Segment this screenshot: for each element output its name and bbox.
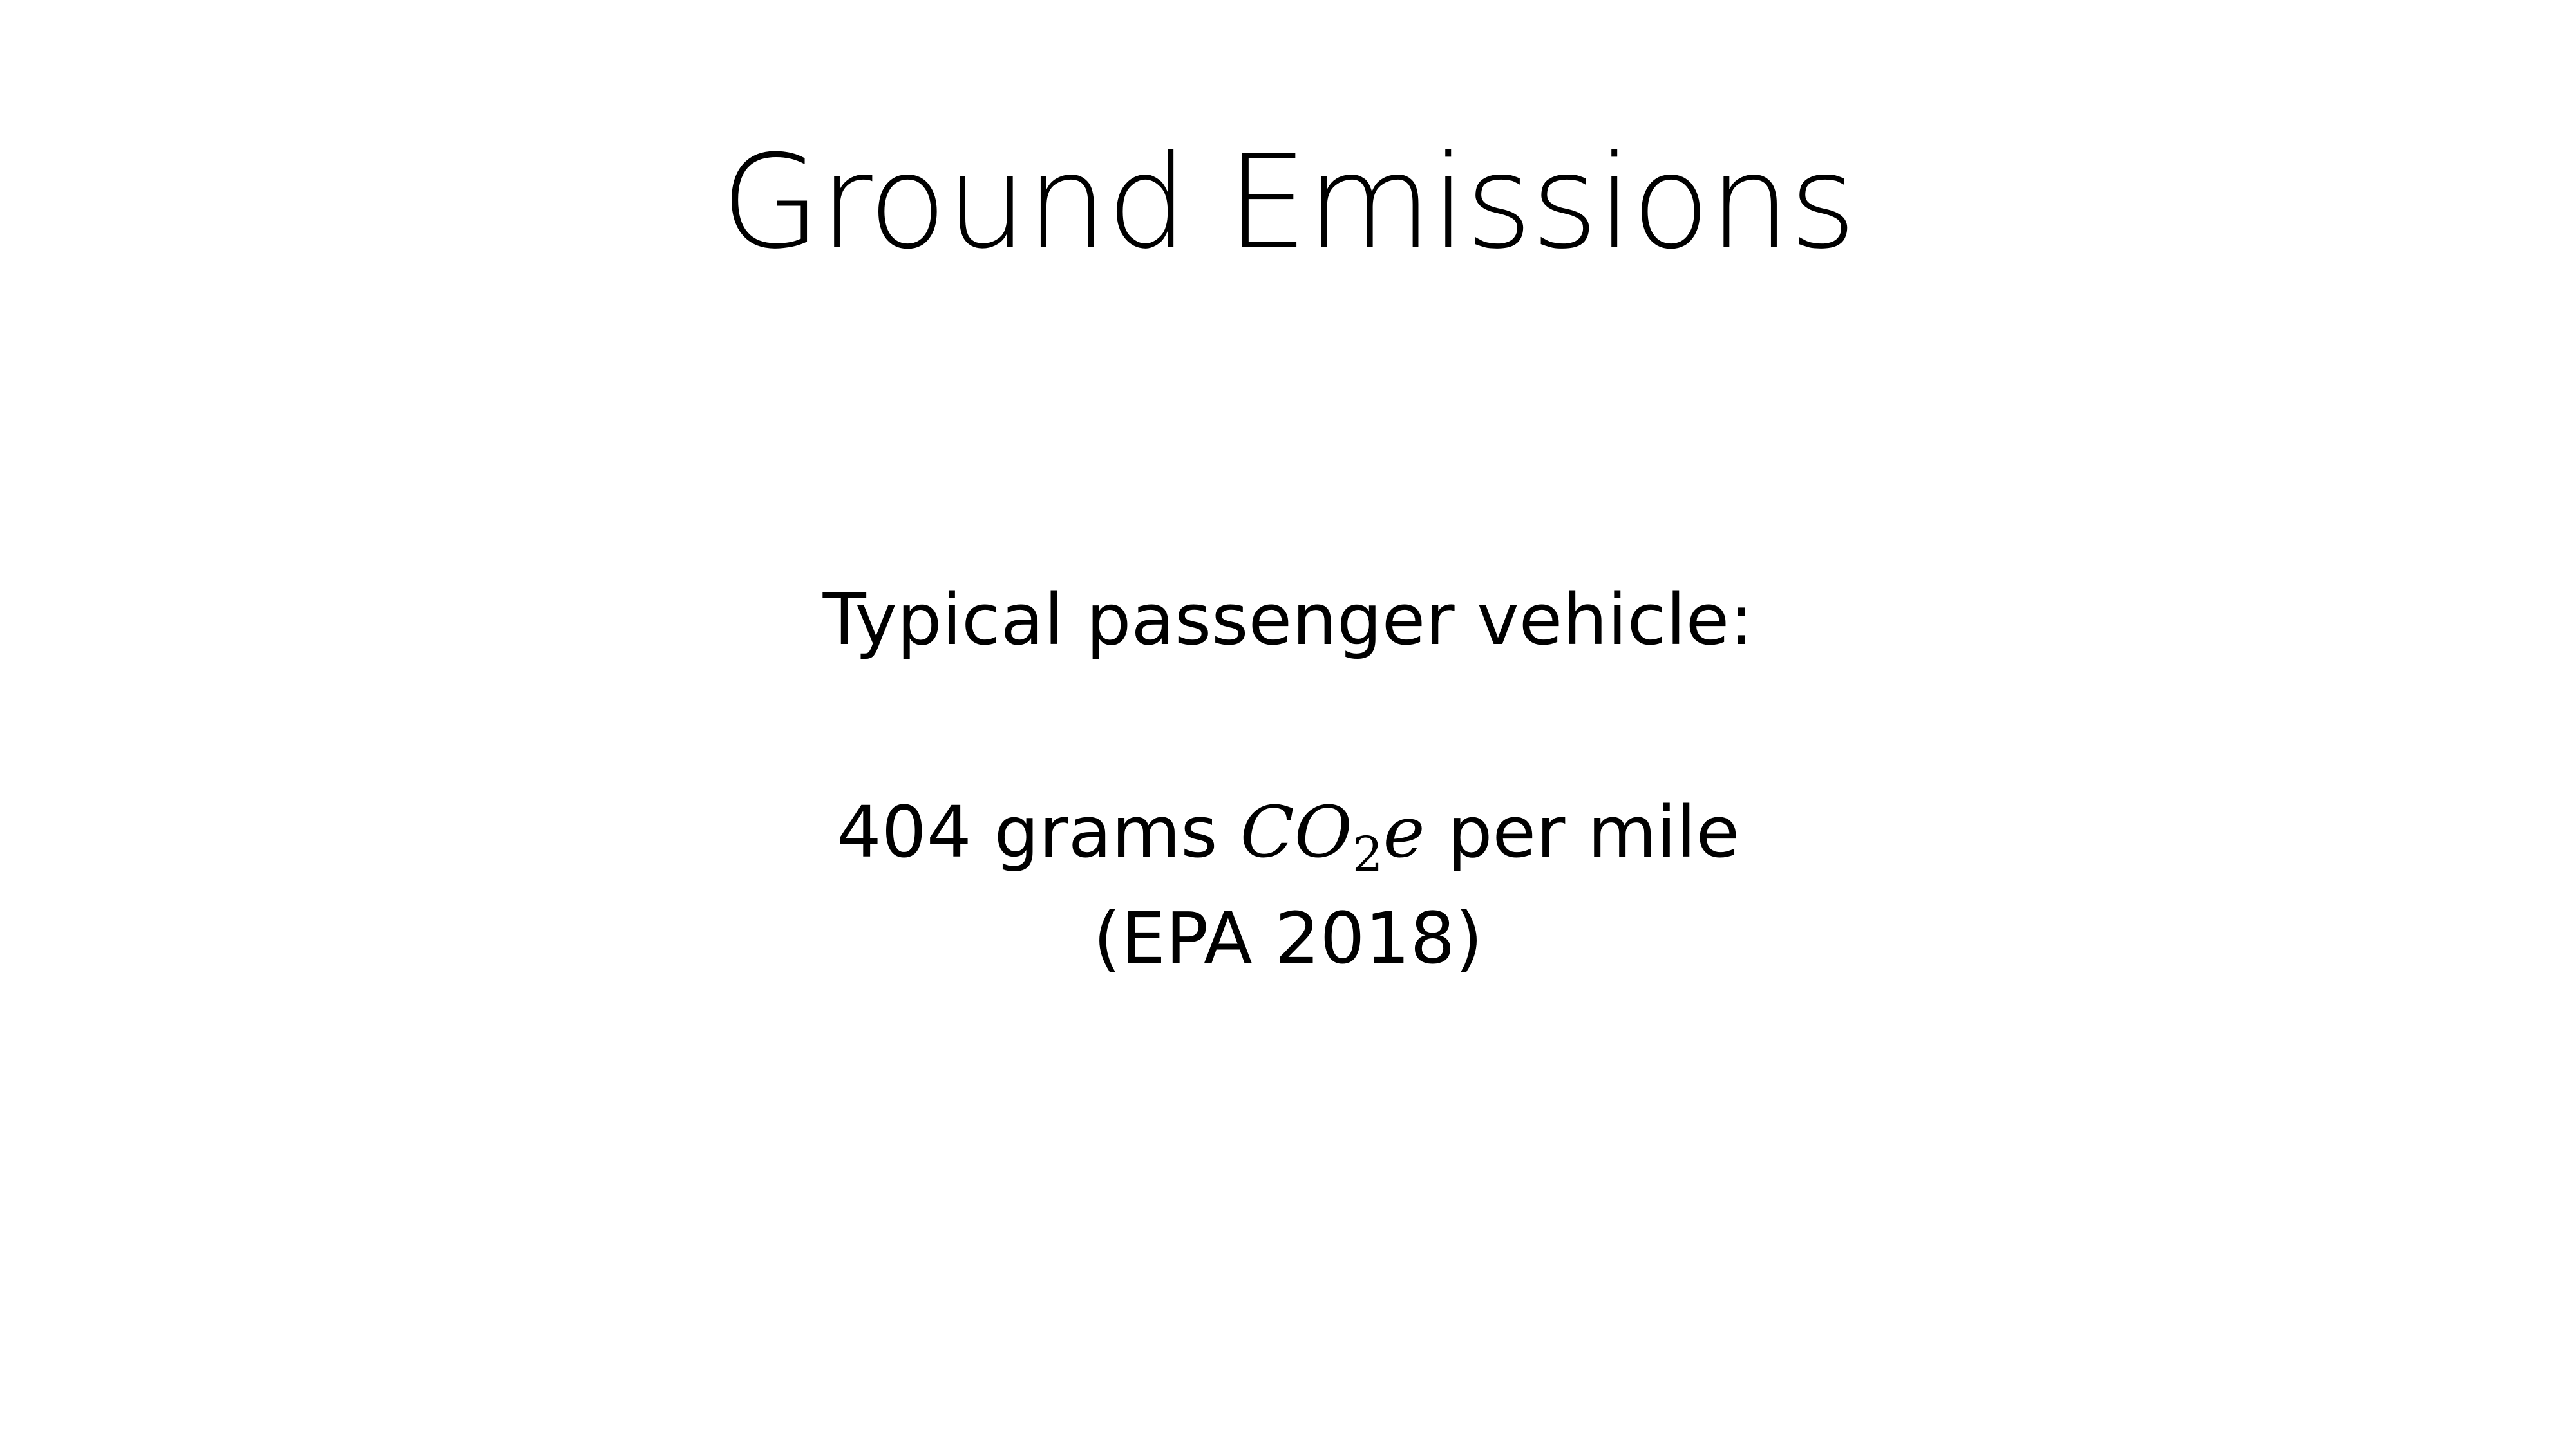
- citation: (EPA 2018): [1093, 897, 1483, 980]
- per-mile: per mile: [1447, 791, 1740, 873]
- co2e-suffix: e: [1383, 791, 1425, 873]
- slide-title: Ground Emissions: [721, 128, 1856, 278]
- spacer: [0, 673, 2576, 779]
- co2e-formula: CO2e: [1240, 791, 1425, 878]
- slide-body: Typical passenger vehicle: 404 grams CO2…: [0, 567, 2576, 992]
- co2e-symbol: CO: [1240, 791, 1352, 873]
- emission-line: 404 grams CO2e per mile: [0, 779, 2576, 886]
- co2e-subscript: 2: [1352, 826, 1383, 883]
- emission-value: 404 grams: [836, 791, 1218, 873]
- vehicle-label: Typical passenger vehicle:: [822, 578, 1754, 661]
